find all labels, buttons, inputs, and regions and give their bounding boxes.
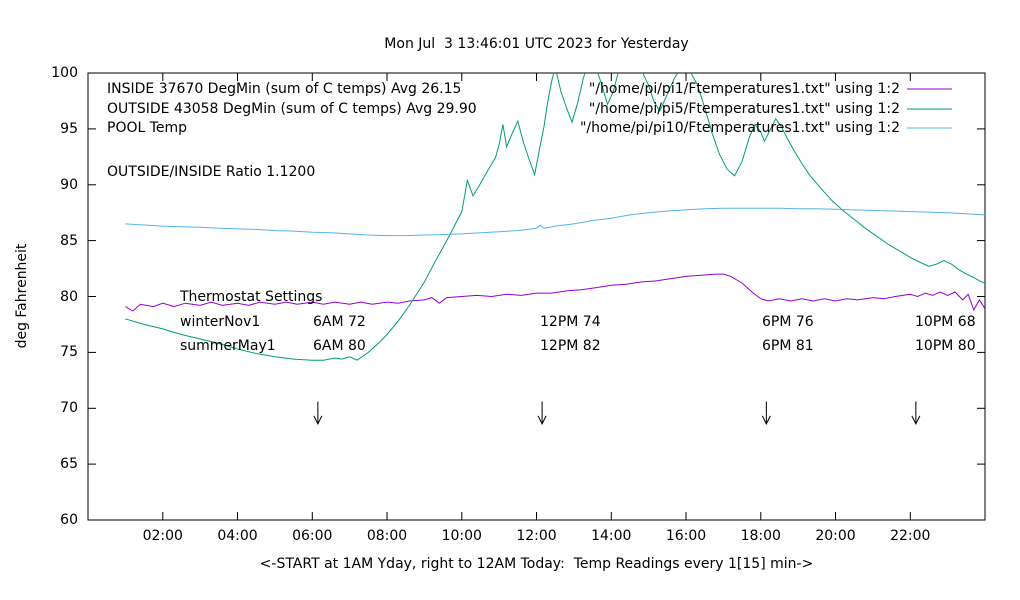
y-tick-label: 65 bbox=[60, 456, 78, 473]
pool-key-label: "/home/pi/pi10/Ftemperatures1.txt" using… bbox=[579, 120, 900, 136]
thermostat-setting-value: 6AM 72 bbox=[313, 314, 366, 330]
inside-series-line bbox=[125, 273, 985, 312]
x-tick-label: 18:00 bbox=[740, 528, 781, 544]
y-tick-label: 85 bbox=[60, 232, 78, 249]
thermostat-row-label: winterNov1 bbox=[180, 314, 261, 330]
x-tick-label: 02:00 bbox=[142, 528, 183, 544]
thermostat-setting-value: 6PM 76 bbox=[762, 314, 814, 330]
x-tick-label: 16:00 bbox=[665, 528, 707, 544]
x-tick-label: 22:00 bbox=[890, 528, 931, 544]
x-tick-label: 20:00 bbox=[815, 528, 856, 544]
setpoint-change-arrow bbox=[911, 401, 921, 426]
y-tick-label: 60 bbox=[60, 512, 78, 528]
pool-legend-label: POOL Temp bbox=[107, 120, 188, 136]
x-tick-label: 12:00 bbox=[516, 528, 557, 544]
thermostat-setting-value: 12PM 74 bbox=[540, 314, 601, 330]
chart-title: Mon Jul 3 13:46:01 UTC 2023 for Yesterda… bbox=[384, 36, 689, 52]
inside-key-label: "/home/pi/pi1/Ftemperatures1.txt" using … bbox=[588, 81, 900, 97]
axis-ticks bbox=[88, 72, 985, 521]
y-tick-label: 70 bbox=[60, 400, 78, 417]
ratio-annotation: OUTSIDE/INSIDE Ratio 1.1200 bbox=[107, 164, 316, 180]
y-tick-label: 75 bbox=[60, 344, 78, 361]
thermostat-row-label: summerMay1 bbox=[180, 338, 276, 354]
thermostat-setting-value: 10PM 68 bbox=[915, 314, 976, 330]
x-tick-label: 08:00 bbox=[366, 528, 408, 544]
pool-series-line bbox=[125, 207, 985, 237]
x-tick-label: 04:00 bbox=[217, 528, 258, 544]
x-tick-label: 06:00 bbox=[292, 528, 333, 544]
inside-legend-label: INSIDE 37670 DegMin (sum of C temps) Avg… bbox=[107, 81, 462, 97]
thermostat-settings-title: Thermostat Settings bbox=[180, 289, 323, 305]
y-tick-label: 90 bbox=[60, 176, 78, 193]
y-tick-label: 80 bbox=[60, 288, 78, 305]
outside-key-label: "/home/pi/pi5/Ftemperatures1.txt" using … bbox=[588, 101, 900, 117]
x-axis-label: <-START at 1AM Yday, right to 12AM Today… bbox=[259, 556, 814, 572]
y-tick-label: 100 bbox=[51, 65, 78, 81]
thermostat-setting-value: 6AM 80 bbox=[313, 338, 366, 354]
setpoint-change-arrow bbox=[537, 401, 547, 426]
outside-legend-label: OUTSIDE 43058 DegMin (sum of C temps) Av… bbox=[107, 101, 477, 117]
thermostat-setting-value: 10PM 80 bbox=[915, 338, 976, 354]
thermostat-setting-value: 12PM 82 bbox=[540, 338, 601, 354]
outside-series-line bbox=[125, 73, 985, 361]
setpoint-change-arrow bbox=[313, 401, 323, 426]
y-tick-label: 95 bbox=[60, 120, 78, 137]
x-tick-label: 10:00 bbox=[441, 528, 482, 544]
thermostat-setting-value: 6PM 81 bbox=[762, 338, 814, 354]
setpoint-change-arrow bbox=[761, 401, 771, 426]
x-tick-label: 14:00 bbox=[591, 528, 632, 544]
